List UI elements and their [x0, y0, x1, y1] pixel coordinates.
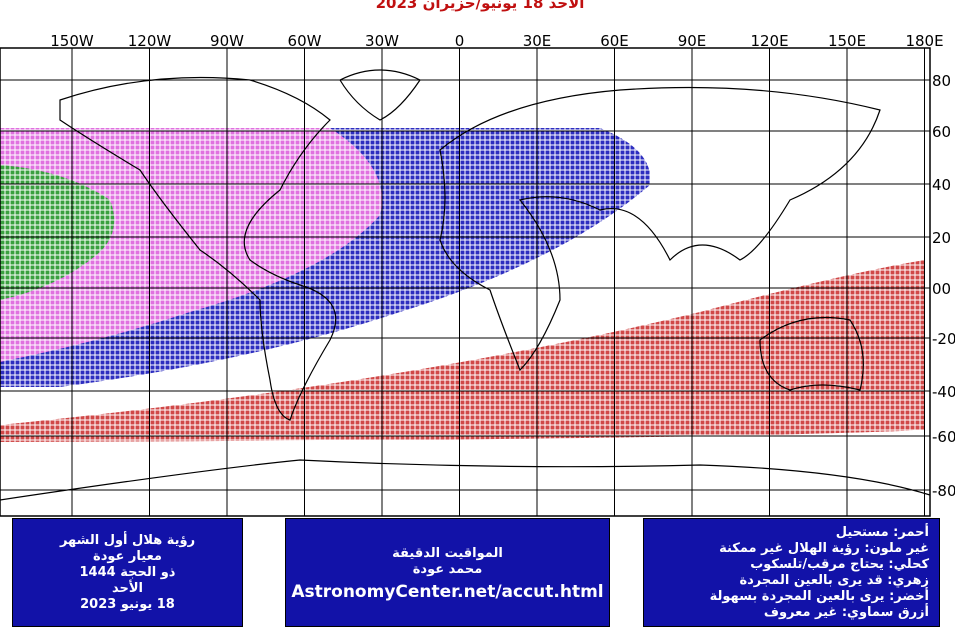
- longitude-label: 60W: [288, 32, 322, 50]
- latitude-label: 20: [932, 229, 951, 247]
- map: الأحد 18 يونيو/حزيران 2023 150W 120W 90W 60…: [0, 0, 955, 517]
- latitude-label: -80: [932, 482, 955, 500]
- panel-line: زهري: قد يرى بالعين المجردة: [739, 572, 929, 588]
- panel-line: أزرق سماوي: غير معروف: [763, 604, 929, 620]
- longitude-label: 120E: [750, 32, 788, 50]
- panel-line: معيار عودة: [93, 548, 162, 564]
- panel-line: ذو الحجة 1444: [79, 564, 176, 580]
- panel-line: كحلي: يحتاج مرقب/تلسكوب: [750, 556, 929, 572]
- coastlines: [0, 69, 931, 501]
- longitude-label: 150W: [50, 32, 94, 50]
- longitude-label: 150E: [828, 32, 866, 50]
- latitude-label: -40: [932, 383, 955, 401]
- timings-panel: المواقيت الدقيقة محمد عودة AstronomyCenter…: [285, 518, 610, 627]
- latitude-label: 40: [932, 176, 951, 194]
- legend-panel: أحمر: مستحيل غير ملون: رؤية الهلال غير مم…: [643, 518, 940, 627]
- longitude-label: 30W: [365, 32, 399, 50]
- panel-line: الأحد: [111, 580, 143, 596]
- panel-line: 18 يونيو 2023: [80, 596, 175, 612]
- longitude-label: 0: [455, 32, 465, 50]
- panel-line: AstronomyCenter.net/accut.html: [291, 581, 604, 602]
- panel-line: أحمر: مستحيل: [835, 524, 929, 540]
- latitude-label: 00: [932, 280, 951, 298]
- panel-line: غير ملون: رؤية الهلال غير ممكنة: [719, 540, 929, 556]
- latitude-label: -20: [932, 330, 955, 348]
- latitude-label: 80: [932, 72, 951, 90]
- panel-line: المواقيت الدقيقة: [392, 545, 503, 561]
- longitude-label: 30E: [523, 32, 552, 50]
- map-frame: [0, 47, 931, 517]
- longitude-label: 60E: [600, 32, 629, 50]
- latitude-label: 60: [932, 123, 951, 141]
- panel-line: رؤية هلال أول الشهر: [59, 532, 196, 548]
- longitude-label: 180E: [905, 32, 943, 50]
- longitude-label: 90E: [678, 32, 707, 50]
- longitude-label: 90W: [210, 32, 244, 50]
- longitude-label: 120W: [128, 32, 172, 50]
- cell-grid: [0, 48, 930, 516]
- title: الأحد 18 يونيو/حزيران 2023: [376, 0, 585, 12]
- latitude-label: -60: [932, 428, 955, 446]
- panel-line: محمد عودة: [412, 561, 483, 577]
- info-panel: رؤية هلال أول الشهر معيار عودة ذو الحجة 14…: [12, 518, 243, 627]
- panel-line: أخضر: يرى بالعين المجردة بسهولة: [709, 588, 929, 604]
